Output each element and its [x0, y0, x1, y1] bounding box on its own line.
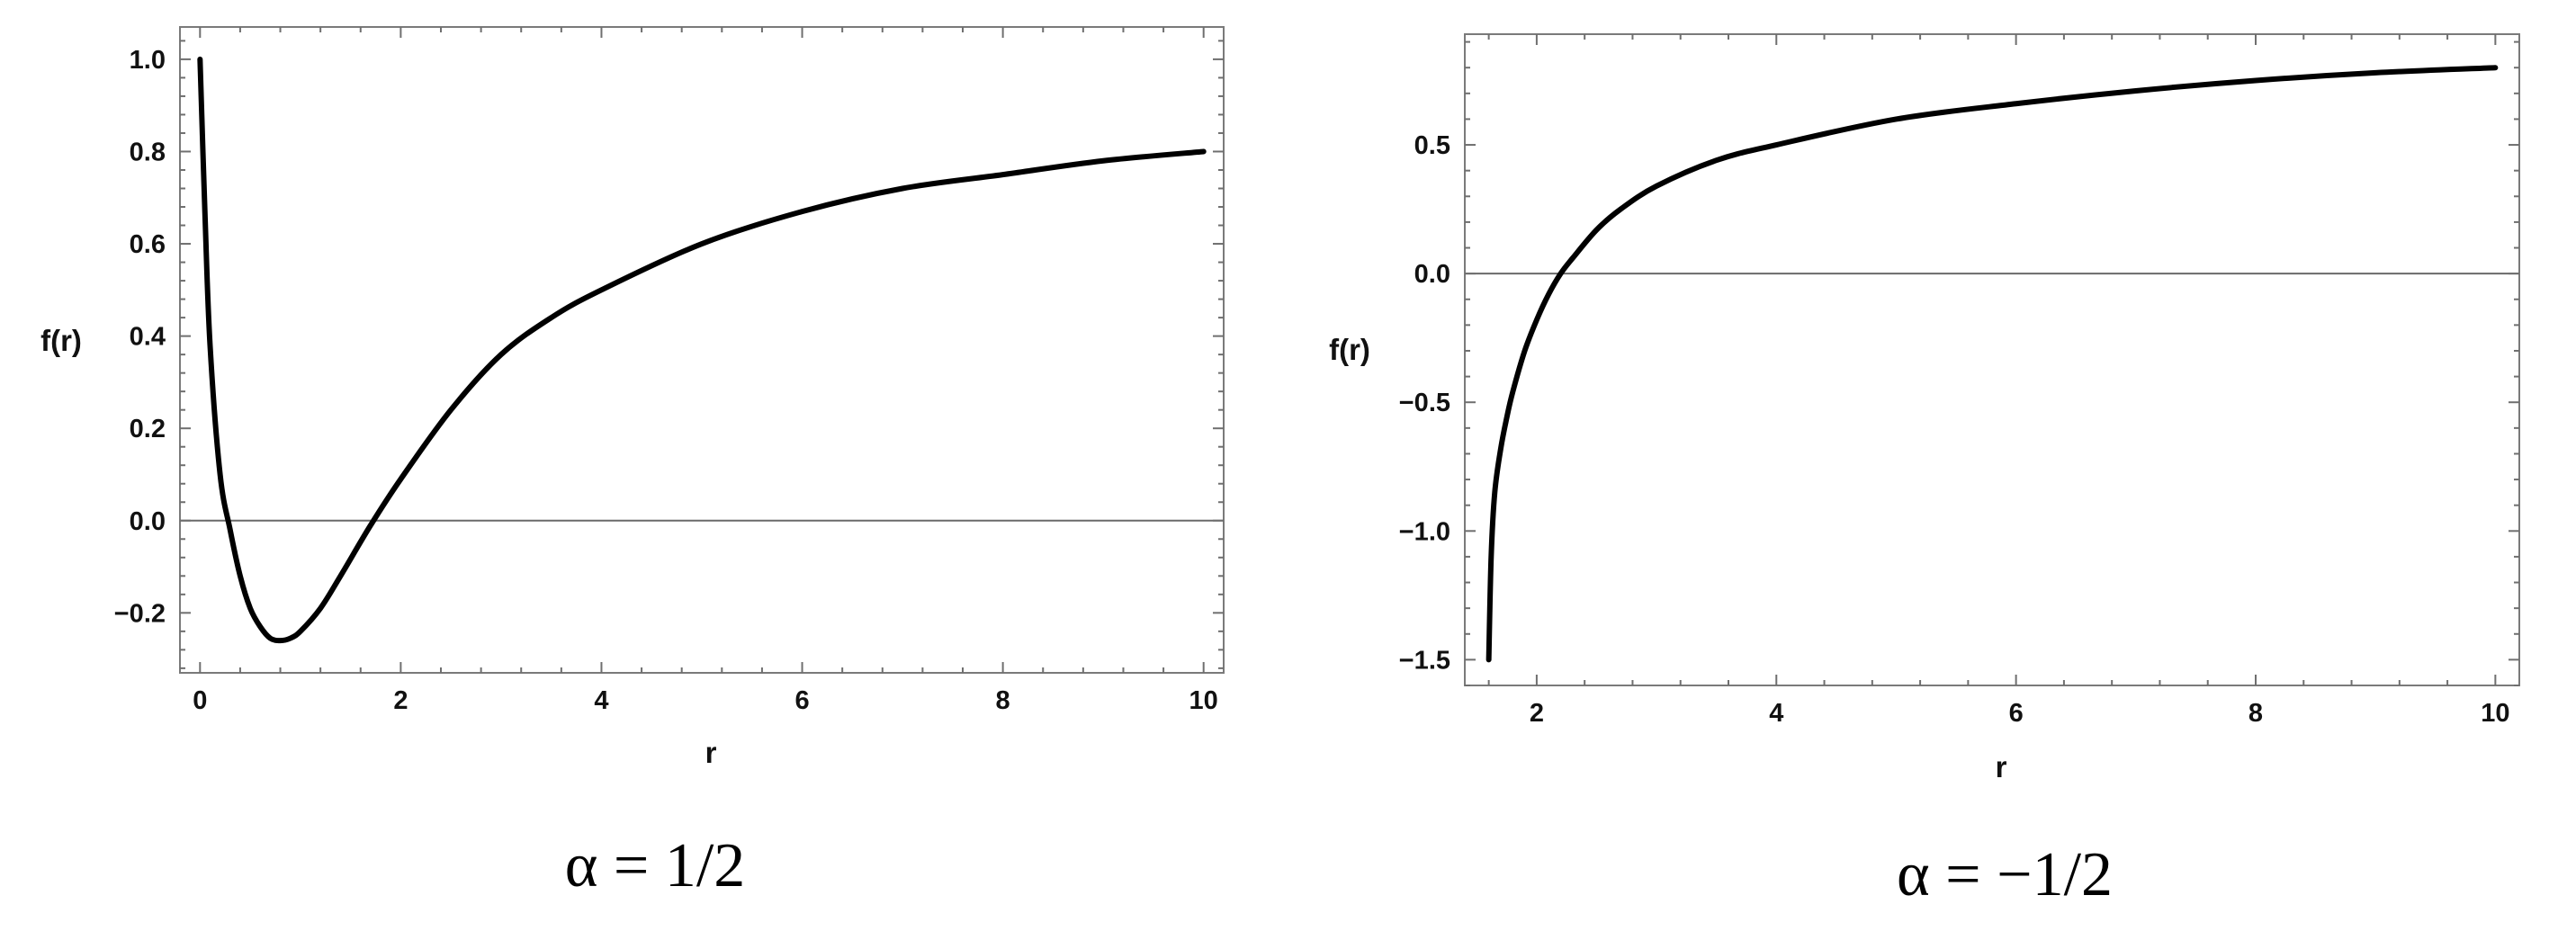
y-tick-label: −1.5 [1399, 646, 1450, 675]
y-axis-label: f(r) [40, 324, 82, 357]
x-axis-label: r [1996, 750, 2007, 783]
x-tick-label: 4 [594, 686, 608, 715]
x-tick-label: 8 [2248, 699, 2263, 728]
x-tick-label: 2 [393, 686, 408, 715]
y-tick-label: 0.5 [1414, 131, 1450, 160]
plot-frame [179, 26, 1225, 674]
x-tick-label: 10 [1189, 686, 1218, 715]
x-tick-label: 6 [794, 686, 809, 715]
panel-caption: α = −1/2 [1897, 840, 2113, 909]
series-line [197, 56, 1207, 644]
chart-panel-alpha-half: 0 2 4 6 8 10 −0.2 0.0 0.2 0.4 0.6 0.8 1.0 f(r) r α = 1/… [40, 26, 1225, 900]
y-tick-label: 0.4 [130, 323, 166, 352]
y-tick-label: −0.5 [1399, 389, 1450, 417]
y-tick-label: 0.0 [130, 507, 166, 536]
x-tick-label: 4 [1769, 699, 1783, 728]
y-tick-label: 0.6 [130, 230, 166, 259]
y-tick-label: −1.0 [1399, 517, 1450, 546]
x-tick-label: 2 [1530, 699, 1544, 728]
panel-caption: α = 1/2 [565, 831, 746, 900]
x-tick-label: 8 [996, 686, 1010, 715]
y-axis-label: f(r) [1329, 333, 1370, 366]
x-tick-label: 6 [2009, 699, 2024, 728]
x-tick-label: 10 [2481, 699, 2509, 728]
x-tick-label: 0 [193, 686, 207, 715]
y-tick-label: 1.0 [130, 46, 166, 75]
plot-frame [1464, 33, 2520, 686]
x-axis-label: r [705, 736, 717, 769]
series-line [1485, 65, 2499, 663]
y-tick-label: 0.8 [130, 138, 166, 166]
y-tick-label: 0.2 [130, 415, 166, 443]
chart-panel-alpha-minus-half: 2 4 6 8 10 −1.5 −1.0 −0.5 0.0 0.5 f(r) r α = −1/2 [1329, 33, 2520, 909]
y-tick-label: −0.2 [114, 599, 166, 628]
y-tick-label: 0.0 [1414, 260, 1450, 289]
